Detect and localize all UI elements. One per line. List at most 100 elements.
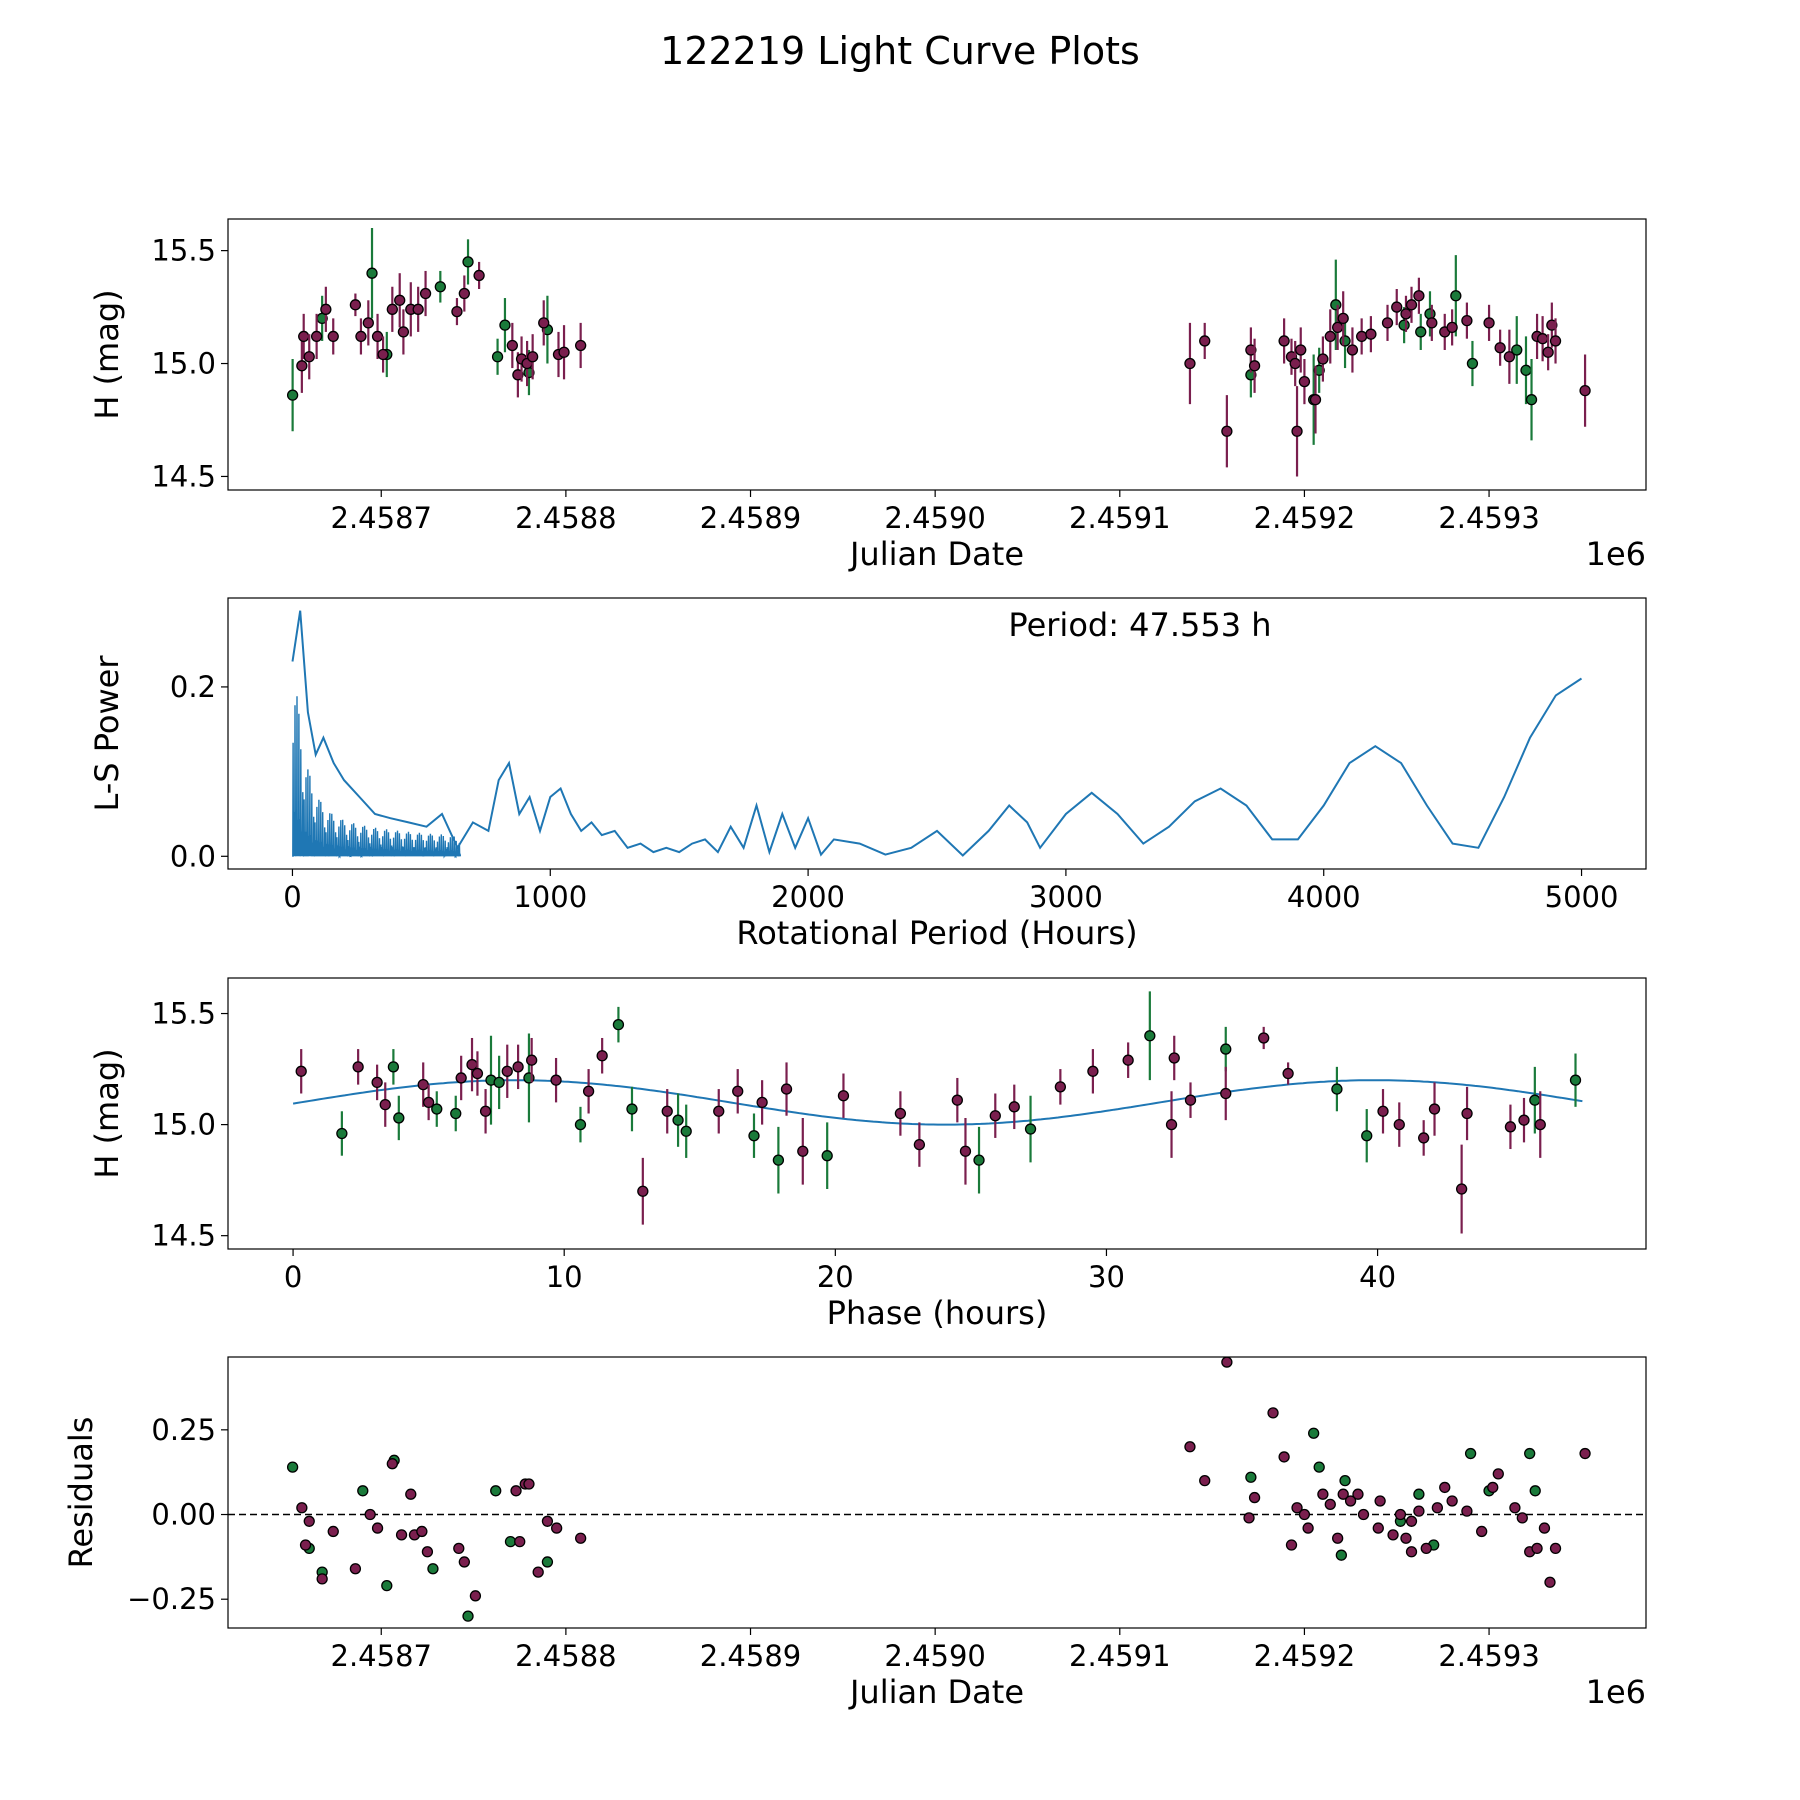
- lightcurve-point-r: [1337, 312, 1349, 325]
- residuals-point-r: [532, 1566, 544, 1578]
- residuals-point-g: [1413, 1488, 1425, 1500]
- lightcurve-point-r: [355, 330, 367, 343]
- residuals-point-r: [386, 1458, 398, 1470]
- phased-point-r: [479, 1105, 492, 1117]
- panel-residuals: 2.4587 2.4588 2.4589 2.4590 2.4591 2.4592 2.45…: [62, 1356, 1647, 1711]
- phased-xtick-label: 20: [817, 1260, 854, 1294]
- phased-point-g: [748, 1130, 760, 1142]
- residuals-xtick-label: 2.4587: [331, 1639, 432, 1673]
- periodogram-xtick-label: 1000: [513, 880, 587, 914]
- residuals-point-r: [349, 1563, 362, 1575]
- residuals-point-r: [1285, 1539, 1298, 1551]
- lightcurve-point-g: [1339, 335, 1351, 347]
- phased-point-g: [612, 1018, 625, 1031]
- lightcurve-point-r: [1245, 344, 1257, 356]
- lightcurve-xtick-label: 2.4590: [884, 501, 985, 535]
- lightcurve-point-r: [349, 299, 362, 311]
- panel-phased: 0 10 20 30 40 14.5 15.0 15.5 Phase (hours) H (mag…: [88, 977, 1647, 1332]
- lightcurve-point-r: [1446, 321, 1458, 334]
- phased-point-r: [582, 1085, 595, 1097]
- residuals-point-r: [1431, 1502, 1444, 1514]
- phased-point-r: [780, 1083, 793, 1095]
- residuals-point-r: [416, 1525, 428, 1538]
- lightcurve-point-r: [1365, 328, 1377, 340]
- residuals-point-r: [458, 1556, 470, 1568]
- lightcurve-xtick-label: 2.4587: [331, 501, 432, 535]
- phased-point-r: [596, 1050, 608, 1062]
- lightcurve-point-r: [362, 317, 374, 329]
- lightcurve-point-g: [1450, 290, 1462, 302]
- lightcurve-ytick-label: 14.5: [151, 459, 216, 493]
- residuals-point-r: [1492, 1468, 1504, 1480]
- phased-point-r: [713, 1105, 725, 1117]
- residuals-axes-frame: [227, 1356, 1647, 1629]
- lightcurve-point-r: [371, 330, 384, 343]
- residuals-point-g: [381, 1580, 393, 1592]
- phased-point-r: [756, 1096, 768, 1109]
- phased-point-r: [1220, 1087, 1232, 1100]
- residuals-point-r: [1538, 1522, 1551, 1534]
- phased-point-r: [1258, 1032, 1270, 1044]
- lightcurve-point-r: [526, 351, 539, 363]
- lightcurve-xlabel: Julian Date: [848, 535, 1024, 573]
- phased-point-r: [1377, 1105, 1389, 1117]
- residuals-point-g: [490, 1485, 502, 1497]
- lightcurve-point-r: [1221, 425, 1233, 437]
- residuals-point-r: [1400, 1532, 1412, 1544]
- lightcurve-point-r: [1400, 308, 1412, 320]
- lightcurve-offset-label: 1e6: [1586, 535, 1646, 573]
- phased-point-g: [1024, 1123, 1037, 1135]
- phased-point-r: [295, 1065, 307, 1077]
- lightcurve-point-g: [366, 267, 378, 279]
- residuals-point-r: [551, 1522, 563, 1534]
- lightcurve-point-g: [462, 256, 474, 268]
- lightcurve-point-g: [1415, 326, 1427, 338]
- phased-point-r: [837, 1090, 850, 1102]
- residuals-point-r: [1199, 1474, 1211, 1487]
- phased-point-r: [1393, 1118, 1405, 1131]
- lightcurve-point-r: [1332, 321, 1344, 334]
- phased-plot-area: [292, 991, 1583, 1234]
- residuals-point-r: [1302, 1522, 1314, 1534]
- lightcurve-point-r: [1426, 317, 1438, 329]
- lightcurve-point-g: [1466, 357, 1479, 370]
- lightcurve-point-r: [327, 330, 339, 343]
- lightcurve-point-r: [397, 326, 410, 338]
- lightcurve-point-r: [1546, 319, 1558, 331]
- residuals-point-r: [575, 1532, 587, 1544]
- residuals-point-r: [1267, 1407, 1279, 1419]
- panels: 2.4587 2.4588 2.4589 2.4590 2.4591 2.4592 2.45…: [62, 218, 1647, 1711]
- residuals-point-r: [303, 1515, 315, 1527]
- periodogram-line: [291, 610, 1583, 857]
- phased-ytick-label: 14.5: [151, 1219, 216, 1253]
- residuals-xtick-label: 2.4592: [1254, 1639, 1355, 1673]
- residuals-point-r: [1324, 1498, 1336, 1511]
- residuals-point-r: [1291, 1502, 1303, 1514]
- residuals-point-g: [1245, 1471, 1257, 1483]
- periodogram-ylabel: L-S Power: [88, 655, 126, 812]
- lightcurve-point-r: [1248, 360, 1261, 372]
- phased-point-g: [1220, 1043, 1232, 1055]
- phased-xtick-label: 30: [1088, 1260, 1125, 1294]
- phased-point-r: [466, 1058, 478, 1071]
- lightcurve-point-r: [1278, 335, 1290, 347]
- lightcurve-point-r: [506, 339, 518, 352]
- phased-point-r: [637, 1185, 649, 1197]
- residuals-point-r: [1387, 1529, 1399, 1541]
- residuals-point-r: [523, 1478, 535, 1490]
- periodogram-plot-area: [291, 610, 1583, 859]
- lightcurve-point-g: [491, 351, 504, 363]
- lightcurve-point-r: [575, 339, 587, 352]
- lightcurve-point-r: [1317, 353, 1329, 365]
- lightcurve-point-r: [1579, 384, 1591, 397]
- lightcurve-point-r: [298, 330, 310, 343]
- phased-xtick-label: 40: [1359, 1260, 1396, 1294]
- residuals-point-r: [421, 1546, 434, 1558]
- figure-title: 122219 Light Curve Plots: [660, 29, 1140, 73]
- residuals-point-r: [1372, 1522, 1384, 1534]
- phased-point-r: [1122, 1054, 1134, 1066]
- phased-point-g: [450, 1107, 462, 1120]
- lightcurve-point-r: [1391, 301, 1403, 313]
- lightcurve-point-r: [451, 305, 463, 318]
- periodogram-ytick-label: 0.0: [170, 839, 216, 873]
